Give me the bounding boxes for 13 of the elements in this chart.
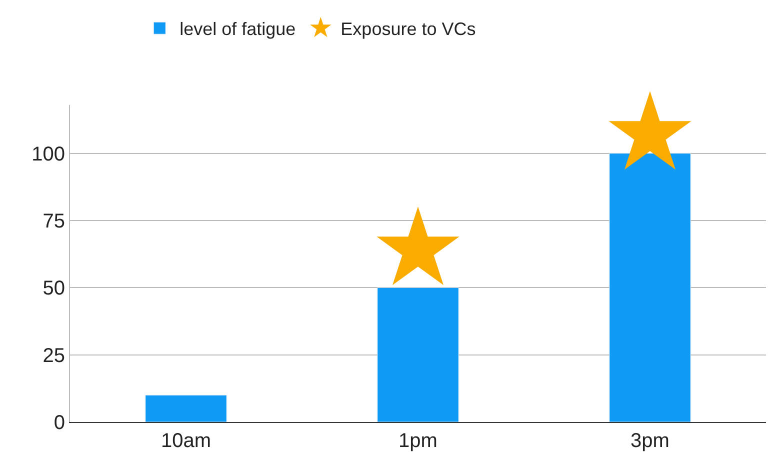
y-tick-label: 75 (42, 210, 65, 233)
bar (145, 394, 227, 422)
x-tick-label: 1pm (398, 430, 438, 452)
y-tick-label: 0 (54, 412, 65, 434)
x-tick-label: 10am (160, 430, 212, 452)
legend-label: Exposure to VCs (340, 19, 476, 40)
bar (377, 287, 459, 422)
bar (609, 153, 691, 422)
legend-label: level of fatigue (180, 19, 296, 40)
x-tick-label: 3pm (630, 430, 670, 452)
y-tick-label: 25 (42, 344, 65, 367)
y-tick-label: 100 (32, 143, 65, 166)
y-tick-label: 50 (42, 278, 65, 300)
